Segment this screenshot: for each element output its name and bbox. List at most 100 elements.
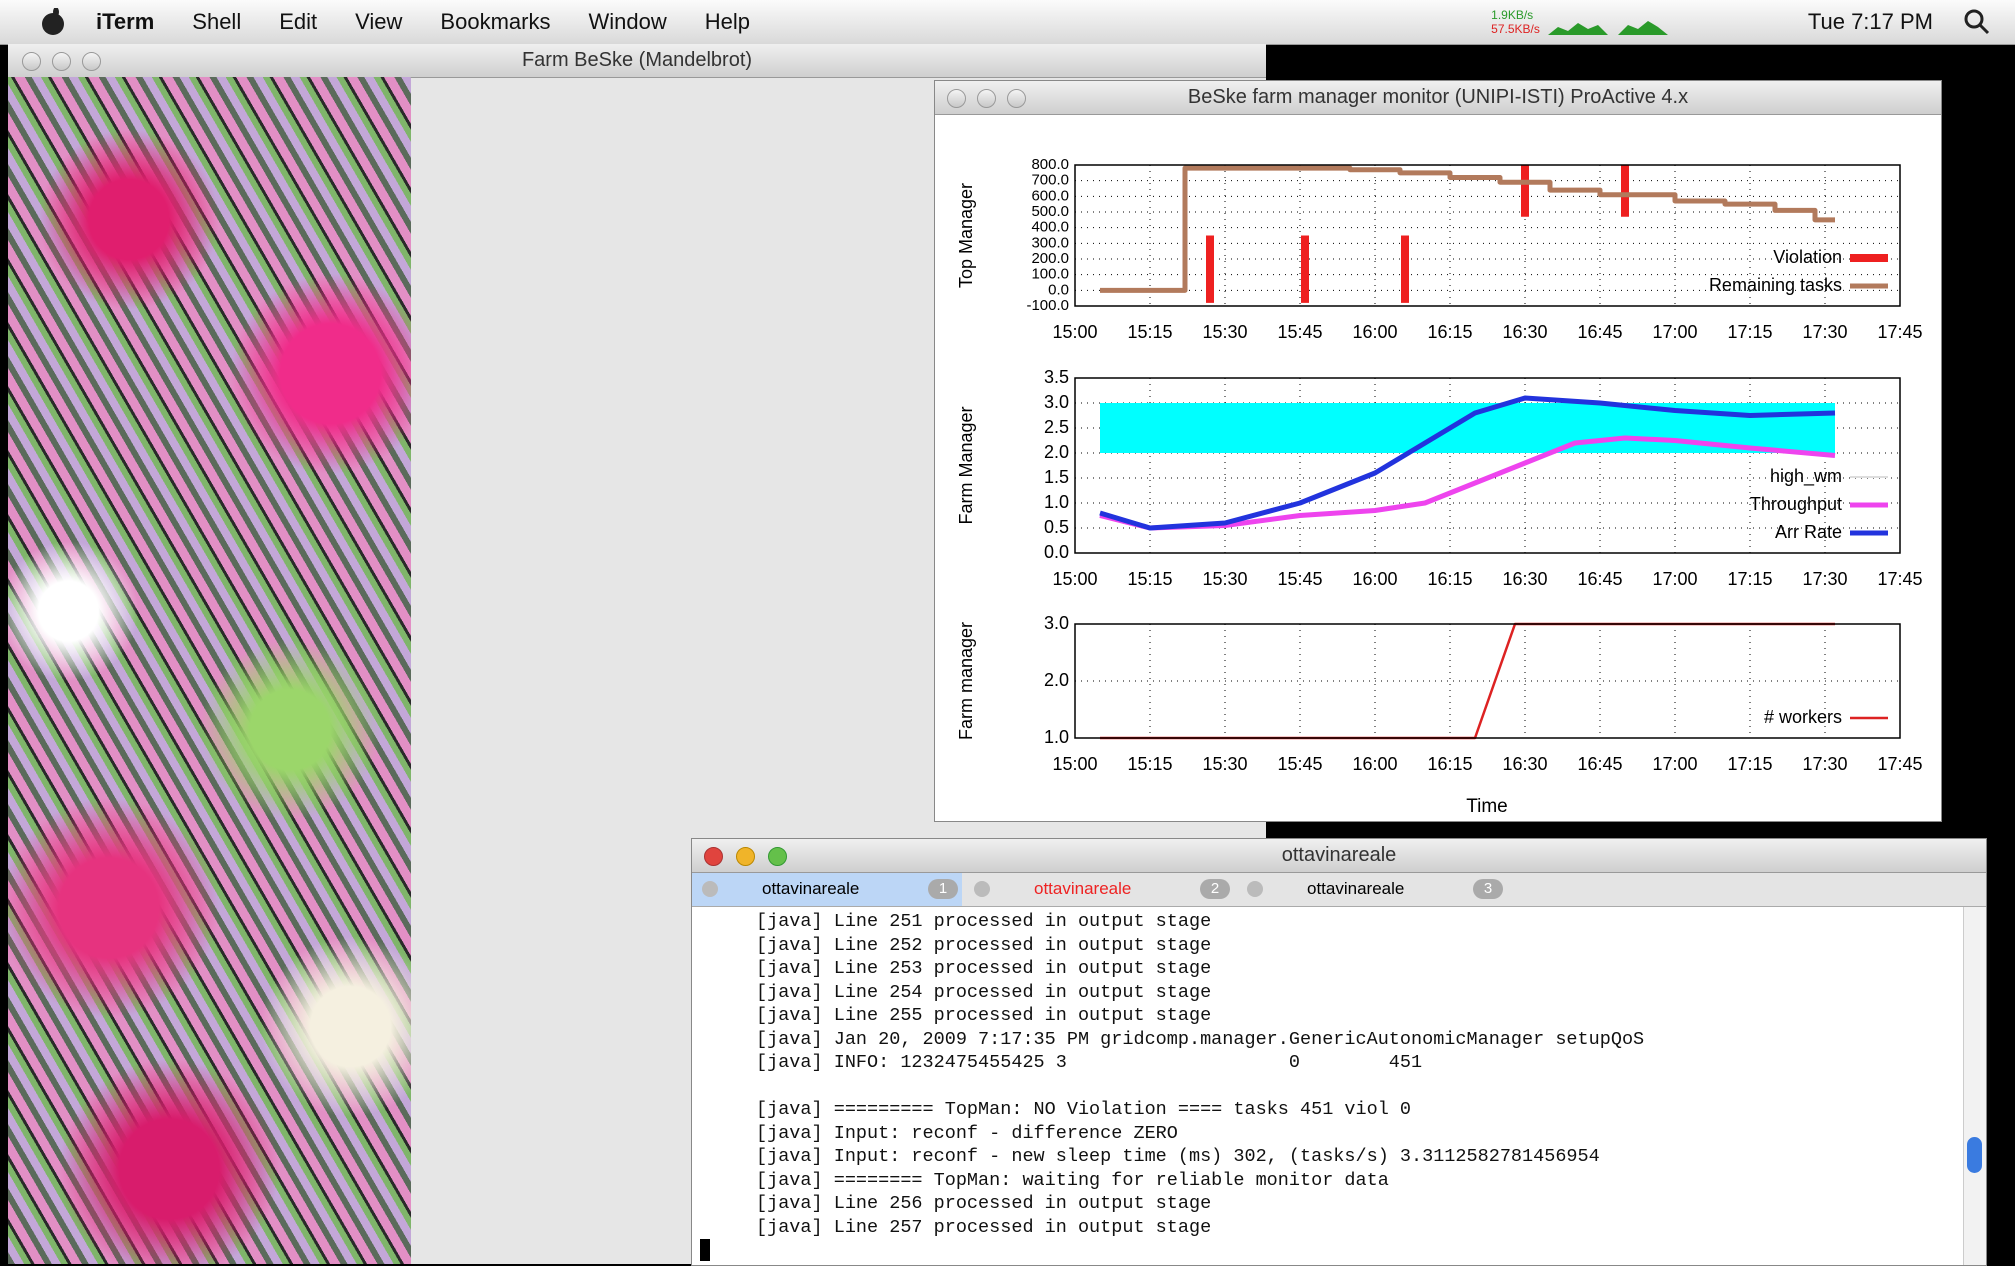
tab-number: 2 [1200,879,1230,899]
x-tick-label: 15:00 [1052,754,1097,774]
terminal-line: [java] Input: reconf - difference ZERO [756,1122,1178,1144]
minimize-button[interactable] [977,89,996,108]
menu-list: Shell Edit View Bookmarks Window Help [154,9,750,35]
y-tick-label: 100.0 [1031,266,1069,283]
tab-close[interactable] [974,881,990,897]
terminal-line: [java] Line 254 processed in output stag… [756,981,1212,1003]
terminal-window: ottavinareale ottavinareale 1 ottavinareal… [691,838,1987,1266]
x-tick-label: 17:45 [1877,754,1922,774]
tab-close[interactable] [702,881,718,897]
terminal-line: [java] Line 256 processed in output stag… [756,1193,1212,1214]
x-tick-label: 17:00 [1652,322,1697,342]
download-rate: 57.5KB/s [1491,22,1540,36]
menu[interactable]: Shell [192,9,242,34]
x-tick-label: 16:15 [1427,322,1472,342]
y-tick-label: 600.0 [1031,187,1069,204]
y-tick-label: 800.0 [1031,156,1069,173]
series-line [1100,165,1835,293]
y-axis-title: Farm manager [956,622,976,740]
zoom-button[interactable] [82,52,101,71]
tab-label: ottavinareale [1307,879,1405,898]
x-tick-label: 15:45 [1277,754,1322,774]
tab-number: 1 [928,879,958,899]
close-button[interactable] [704,847,723,866]
clock[interactable]: Tue 7:17 PM [1807,9,1933,34]
menu[interactable]: Window [588,9,667,34]
x-tick-label: 16:45 [1577,569,1622,589]
terminal-line: [java] ======== TopMan: waiting for reli… [756,1169,1389,1191]
cursor [700,1239,710,1261]
x-tick-label: 17:30 [1802,322,1847,342]
apple-logo[interactable] [40,8,66,36]
terminal-output: [java] Line 251 processed in output stag… [756,910,1644,1239]
x-tick-label: 17:15 [1727,754,1772,774]
legend-label: Remaining tasks [1709,275,1842,295]
upload-rate: 1.9KB/s [1491,8,1534,22]
x-tick-label: 15:15 [1127,754,1172,774]
menu[interactable]: Help [704,9,750,34]
plot-frame [1074,623,1901,739]
legend-label: Arr Rate [1775,522,1842,542]
window-title: ottavinareale [1281,844,1397,866]
menu[interactable]: Edit [279,9,318,34]
tab[interactable]: ottavinareale 2 [964,873,1234,906]
close-button[interactable] [22,52,41,71]
scrollbar[interactable] [1963,907,1986,1265]
tab[interactable]: ottavinareale 1 [692,873,962,906]
zoom-button[interactable] [768,847,787,866]
menu[interactable]: View [355,9,403,34]
window-title: BeSke farm manager monitor (UNIPI-ISTI) … [1187,86,1689,108]
y-tick-label: 3.5 [1044,367,1069,387]
fractal-image [8,77,411,1264]
terminal-line: [java] Line 255 processed in output stag… [756,1005,1212,1026]
tab-close[interactable] [1247,881,1263,897]
x-tick-label: 15:30 [1202,754,1247,774]
monitor-charts: Time -100.00.0100.0200.0300.0400.0500.06… [956,156,1923,817]
terminal-line: [java] INFO: 1232475455425 3 0 451 [756,1052,1423,1073]
tab-number: 3 [1473,879,1503,899]
terminal-line: [java] Line 251 processed in output stag… [756,911,1212,932]
x-tick-label: 15:30 [1202,322,1247,342]
legend-label: # workers [1764,707,1842,727]
terminal-line: [java] ========= TopMan: NO Violation ==… [756,1099,1412,1120]
y-tick-label: 0.0 [1048,281,1069,298]
x-tick-label: 17:00 [1652,754,1697,774]
legend-label: Violation [1773,247,1842,267]
y-tick-label: -100.0 [1026,297,1069,314]
y-tick-label: 3.0 [1044,392,1069,412]
x-axis-title: Time [1466,796,1508,817]
legend-label: high_wm [1770,466,1842,487]
y-tick-label: 500.0 [1031,203,1069,220]
x-tick-label: 16:30 [1502,569,1547,589]
minimize-button[interactable] [52,52,71,71]
series-line [1099,395,1836,531]
fractal-titlebar: Farm BeSke (Mandelbrot) [8,44,1266,78]
spotlight-icon[interactable] [1963,8,1991,36]
y-tick-label: 1.5 [1044,467,1069,487]
x-tick-label: 15:15 [1127,322,1172,342]
terminal-line: [java] Line 252 processed in output stag… [756,934,1212,956]
window-title: Farm BeSke (Mandelbrot) [521,49,753,71]
app-menu[interactable]: iTerm [96,9,155,34]
series-line [1100,622,1835,740]
monitor-titlebar: BeSke farm manager monitor (UNIPI-ISTI) … [935,81,1941,115]
tab-bar: ottavinareale 1 ottavinareale 2 ottavinareal… [692,873,1986,907]
menu[interactable]: Bookmarks [440,9,551,34]
x-tick-label: 16:45 [1577,322,1622,342]
zoom-button[interactable] [1007,89,1026,108]
terminal-line: [java] Input: reconf - new sleep time (m… [756,1146,1600,1167]
y-tick-label: 0.5 [1044,517,1069,537]
plot-frame [1074,377,1901,554]
x-tick-label: 16:15 [1427,569,1472,589]
plot-frame [1074,164,1901,307]
tab[interactable]: ottavinareale 3 [1237,873,1507,906]
y-axis-title: Farm Manager [956,406,976,524]
y-tick-label: 2.0 [1044,670,1069,690]
close-button[interactable] [947,89,966,108]
x-tick-label: 15:30 [1202,569,1247,589]
minimize-button[interactable] [736,847,755,866]
y-tick-label: 1.0 [1044,727,1069,747]
scroll-thumb[interactable] [1967,1137,1982,1173]
legend-label: Throughput [1750,494,1842,514]
y-tick-label: 300.0 [1031,234,1069,251]
